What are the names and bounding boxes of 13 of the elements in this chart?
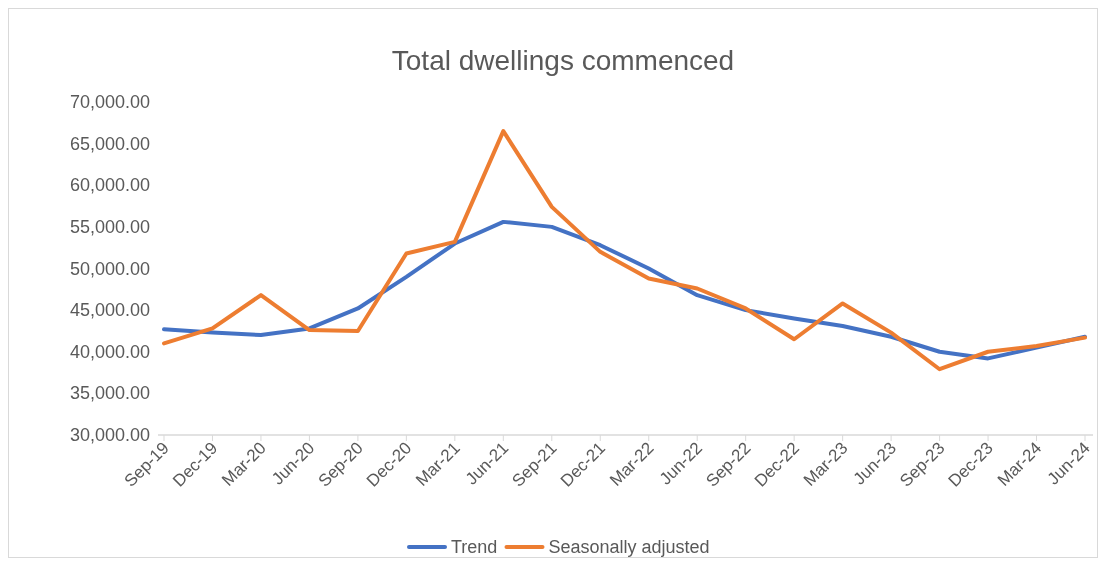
- y-tick-label: 65,000.00: [69, 133, 150, 154]
- y-tick-label: 50,000.00: [69, 258, 150, 279]
- chart-title: Total dwellings commenced: [391, 45, 735, 76]
- legend-label: Seasonally adjusted: [548, 537, 710, 557]
- line-series: [162, 129, 1087, 372]
- y-tick-label: 40,000.00: [69, 341, 150, 362]
- y-tick-label: 35,000.00: [69, 383, 150, 404]
- y-tick-label: 45,000.00: [69, 300, 150, 321]
- y-tick-label: 70,000.00: [69, 92, 150, 112]
- y-tick-label: 60,000.00: [69, 175, 150, 196]
- y-tick-label: 30,000.00: [69, 425, 150, 445]
- y-tick-label: 55,000.00: [69, 216, 150, 237]
- legend-label: Trend: [451, 537, 498, 557]
